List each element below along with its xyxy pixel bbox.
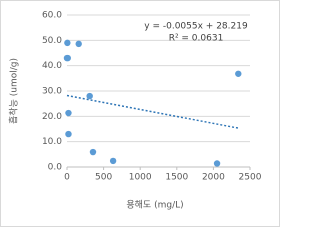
- chart-border: [0, 0, 280, 227]
- y-tick-label: 30.0: [42, 87, 62, 97]
- y-tick-label: 50.0: [42, 36, 62, 46]
- trendline-r2: R² = 0.0631: [169, 34, 224, 44]
- y-tick-label: 60.0: [42, 11, 62, 21]
- x-tick-label: 1000: [129, 173, 152, 183]
- point: [65, 109, 72, 117]
- chart: 용해도 (mg/L) 흡착능 (umol/g) 0.0 10.0 20.0 30.0 4…: [0, 0, 280, 227]
- point: [75, 40, 82, 48]
- x-tick-label: 2500: [239, 173, 262, 183]
- point: [65, 130, 72, 138]
- point: [86, 92, 93, 100]
- point: [89, 148, 97, 156]
- x-tick-label: 1500: [165, 173, 188, 183]
- point: [235, 70, 242, 77]
- point: [64, 39, 71, 47]
- y-tick-label: 40.0: [42, 61, 62, 71]
- x-tick-label: 500: [95, 173, 112, 183]
- x-tick-label: 2000: [202, 173, 225, 183]
- x-axis-title: 용해도 (mg/L): [126, 200, 183, 211]
- trendline: [66, 94, 239, 129]
- y-tick-label: 0.0: [48, 163, 63, 173]
- point: [109, 157, 117, 165]
- y-tick-label: 20.0: [42, 112, 62, 122]
- y-tick-label: 10.0: [42, 137, 62, 147]
- point: [63, 54, 71, 62]
- point: [213, 160, 221, 167]
- y-axis-title: 흡착능 (umol/g): [8, 58, 20, 124]
- trendline-equation: y = -0.0055x + 28.219: [144, 22, 248, 32]
- x-tick-label: 0: [64, 173, 70, 183]
